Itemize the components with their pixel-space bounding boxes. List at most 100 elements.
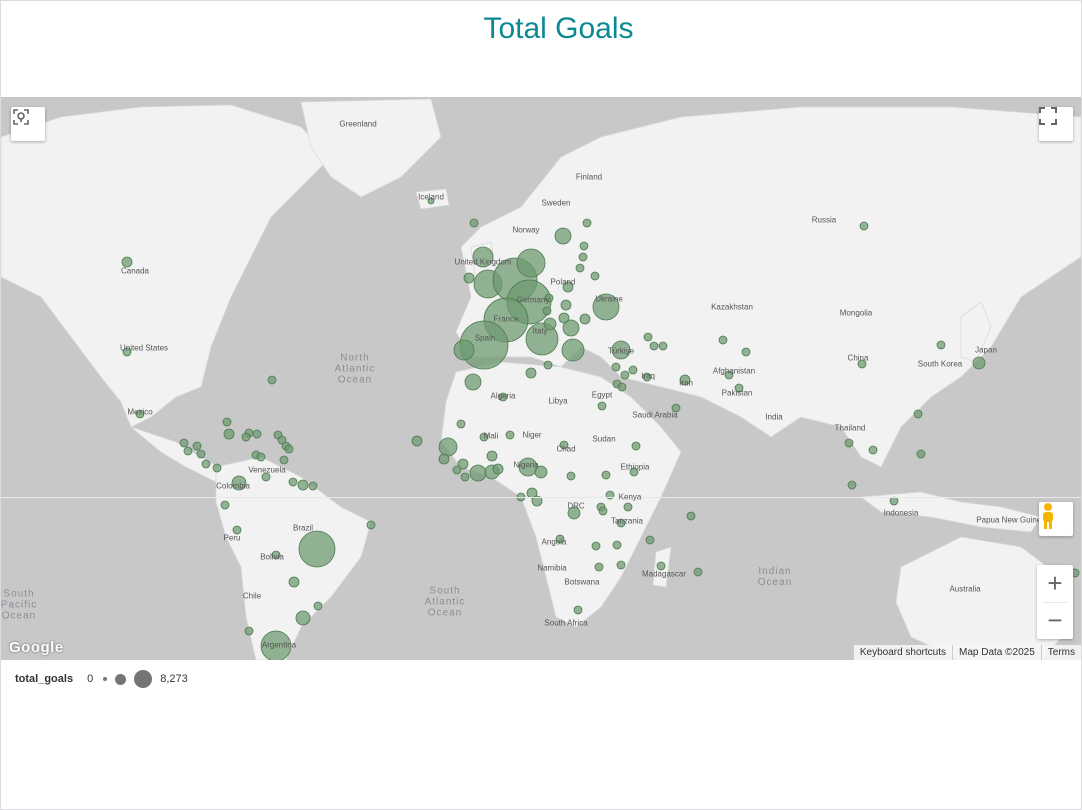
goal-bubble[interactable]	[598, 506, 608, 516]
goal-bubble[interactable]	[562, 281, 574, 293]
goal-bubble[interactable]	[183, 446, 193, 456]
goal-bubble[interactable]	[313, 601, 323, 611]
goal-bubble[interactable]	[453, 339, 475, 361]
goal-bubble[interactable]	[277, 435, 287, 445]
pegman-button[interactable]	[1039, 502, 1073, 536]
goal-bubble[interactable]	[220, 500, 230, 510]
goal-bubble[interactable]	[620, 370, 630, 380]
goal-bubble[interactable]	[847, 480, 857, 490]
goal-bubble[interactable]	[464, 373, 482, 391]
goal-bubble[interactable]	[643, 332, 653, 342]
goal-bubble[interactable]	[597, 401, 607, 411]
goal-bubble[interactable]	[122, 347, 132, 357]
goal-bubble[interactable]	[916, 449, 926, 459]
goal-bubble[interactable]	[244, 626, 254, 636]
goal-bubble[interactable]	[578, 252, 588, 262]
goal-bubble[interactable]	[631, 441, 641, 451]
goal-bubble[interactable]	[295, 610, 311, 626]
goal-bubble[interactable]	[889, 496, 899, 506]
goal-bubble[interactable]	[628, 365, 638, 375]
goal-bubble[interactable]	[486, 450, 498, 462]
goal-bubble[interactable]	[456, 419, 466, 429]
goal-bubble[interactable]	[438, 453, 450, 465]
goal-bubble[interactable]	[658, 341, 668, 351]
goal-bubble[interactable]	[734, 383, 744, 393]
goal-bubble[interactable]	[498, 392, 508, 402]
goal-bubble[interactable]	[594, 562, 604, 572]
goal-bubble[interactable]	[308, 481, 318, 491]
goal-bubble[interactable]	[288, 477, 298, 487]
goal-bubble[interactable]	[611, 340, 631, 360]
goal-bubble[interactable]	[859, 221, 869, 231]
goal-bubble[interactable]	[555, 534, 565, 544]
goal-bubble[interactable]	[463, 272, 475, 284]
goal-bubble[interactable]	[469, 464, 487, 482]
goal-bubble[interactable]	[543, 360, 553, 370]
goal-bubble[interactable]	[452, 465, 462, 475]
goal-bubble[interactable]	[223, 428, 235, 440]
goal-bubble[interactable]	[601, 470, 611, 480]
goal-bubble[interactable]	[212, 463, 222, 473]
goal-bubble[interactable]	[460, 472, 470, 482]
goal-bubble[interactable]	[505, 430, 515, 440]
goal-bubble[interactable]	[617, 382, 627, 392]
goal-bubble[interactable]	[544, 293, 554, 303]
goal-bubble[interactable]	[241, 432, 251, 442]
goal-bubble[interactable]	[261, 472, 271, 482]
goal-bubble[interactable]	[623, 502, 633, 512]
goal-bubble[interactable]	[579, 313, 591, 325]
goal-bubble[interactable]	[518, 457, 538, 477]
goal-bubble[interactable]	[629, 467, 639, 477]
goal-bubble[interactable]	[656, 561, 666, 571]
goal-bubble[interactable]	[438, 437, 458, 457]
goal-bubble[interactable]	[741, 347, 751, 357]
goal-bubble[interactable]	[284, 444, 294, 454]
goal-bubble[interactable]	[558, 312, 570, 324]
goal-bubble[interactable]	[179, 438, 189, 448]
goal-bubble[interactable]	[267, 375, 277, 385]
goal-bubble[interactable]	[936, 340, 946, 350]
goal-bubble[interactable]	[616, 518, 626, 528]
goal-bubble[interactable]	[561, 338, 585, 362]
goal-bubble[interactable]	[573, 605, 583, 615]
goal-bubble[interactable]	[135, 409, 145, 419]
goal-bubble[interactable]	[724, 370, 734, 380]
goal-bubble[interactable]	[525, 367, 537, 379]
goal-bubble[interactable]	[686, 511, 696, 521]
goal-bubble[interactable]	[201, 459, 211, 469]
goal-bubble[interactable]	[472, 246, 494, 268]
goal-bubble[interactable]	[366, 520, 376, 530]
goal-bubble[interactable]	[591, 541, 601, 551]
goal-bubble[interactable]	[559, 440, 569, 450]
goal-bubble[interactable]	[121, 256, 133, 268]
goal-bubble[interactable]	[590, 271, 600, 281]
goal-bubble[interactable]	[279, 455, 289, 465]
goal-bubble[interactable]	[579, 241, 589, 251]
goal-bubble[interactable]	[192, 441, 202, 451]
goal-bubble[interactable]	[222, 417, 232, 427]
goal-bubble[interactable]	[492, 463, 504, 475]
goal-bubble[interactable]	[543, 317, 557, 331]
goal-bubble[interactable]	[469, 218, 479, 228]
goal-bubble[interactable]	[679, 374, 691, 386]
goal-bubble[interactable]	[642, 372, 652, 382]
goal-bubble[interactable]	[592, 293, 620, 321]
goal-bubble[interactable]	[857, 359, 867, 369]
keyboard-shortcuts-link[interactable]: Keyboard shortcuts	[852, 645, 953, 660]
goal-bubble[interactable]	[531, 495, 543, 507]
goal-bubble[interactable]	[645, 535, 655, 545]
goal-bubble[interactable]	[288, 576, 300, 588]
goal-bubble[interactable]	[457, 458, 469, 470]
goal-bubble[interactable]	[844, 438, 854, 448]
goal-bubble[interactable]	[913, 409, 923, 419]
goal-bubble[interactable]	[297, 479, 309, 491]
terms-link[interactable]: Terms	[1040, 645, 1081, 660]
goal-bubble[interactable]	[231, 475, 247, 491]
goal-bubble[interactable]	[612, 540, 622, 550]
goal-bubble[interactable]	[534, 465, 548, 479]
goal-bubble[interactable]	[972, 356, 986, 370]
fullscreen-button[interactable]	[1039, 107, 1073, 141]
location-button[interactable]	[11, 107, 45, 141]
map-canvas[interactable]: Greenland Iceland Finland Sweden Norway Russi…	[1, 97, 1081, 660]
goal-bubble[interactable]	[479, 432, 489, 442]
